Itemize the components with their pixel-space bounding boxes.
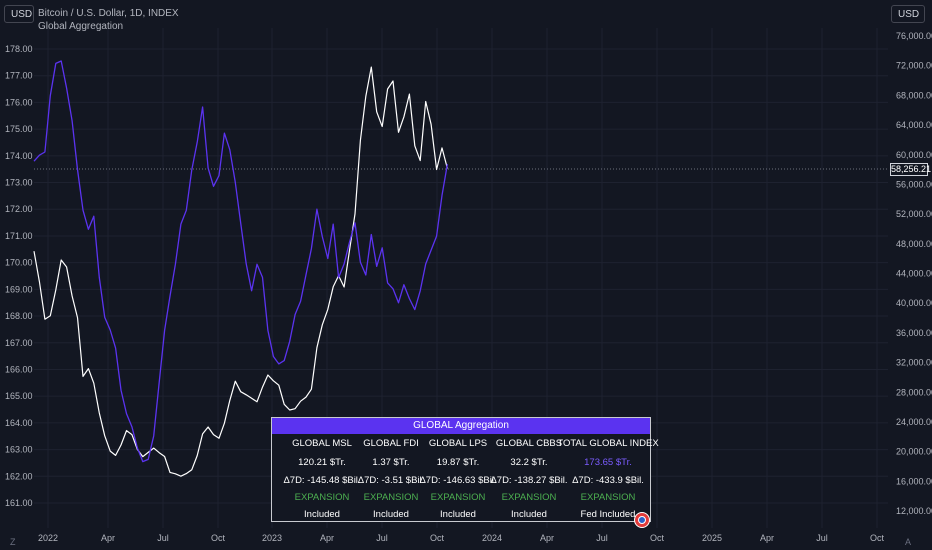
left-tick-label: 164.00 [5, 418, 33, 428]
index-series-line [33, 60, 449, 463]
table-cell-delta: Δ7D: -138.27 $Bil. [490, 475, 568, 486]
x-tick-label: Oct [870, 533, 885, 543]
x-tick-label: 2022 [38, 533, 58, 543]
table-cell-delta: Δ7D: -3.51 $Bil. [357, 475, 425, 486]
right-tick-label: 44,000.00 [896, 269, 932, 279]
btc-series-line [33, 66, 448, 477]
table-cell-state: EXPANSION [294, 492, 350, 503]
table-cell-state: EXPANSION [501, 492, 557, 503]
right-tick-label: 56,000.00 [896, 179, 932, 189]
table-cell-state: EXPANSION [580, 492, 636, 503]
x-tick-label: Oct [211, 533, 226, 543]
x-tick-label: Jul [816, 533, 828, 543]
chart-title: Bitcoin / U.S. Dollar, 1D, INDEX [38, 8, 179, 19]
x-tick-label: 2025 [702, 533, 722, 543]
table-cell-name: GLOBAL FDI [363, 438, 419, 449]
right-tick-label: 60,000.00 [896, 150, 932, 160]
x-tick-label: Oct [650, 533, 665, 543]
corner-right-label[interactable]: A [905, 537, 912, 547]
table-cell-value: 1.37 $Tr. [372, 457, 410, 468]
table-cell-status: Included [511, 509, 547, 520]
left-tick-label: 175.00 [5, 124, 33, 134]
left-tick-label: 165.00 [5, 391, 33, 401]
table-cell-delta: Δ7D: -146.63 $Bil. [419, 475, 497, 486]
right-tick-label: 72,000.00 [896, 61, 932, 71]
table-cell-status: Included [440, 509, 476, 520]
left-tick-label: 166.00 [5, 364, 33, 374]
right-tick-label: 64,000.00 [896, 120, 932, 130]
left-tick-label: 162.00 [5, 471, 33, 481]
table-cell-value: 32.2 $Tr. [510, 457, 548, 468]
left-tick-label: 176.00 [5, 97, 33, 107]
right-tick-label: 48,000.00 [896, 239, 932, 249]
left-tick-label: 177.00 [5, 71, 33, 81]
left-tick-label: 171.00 [5, 231, 33, 241]
right-tick-label: 32,000.00 [896, 358, 932, 368]
current-price-tag: 58,256.21 [890, 163, 932, 176]
table-cell-state: EXPANSION [363, 492, 419, 503]
table-cell-value: 173.65 $Tr. [584, 457, 632, 468]
right-tick-label: 36,000.00 [896, 328, 932, 338]
right-tick-label: 68,000.00 [896, 90, 932, 100]
currency-button-left[interactable]: USD [4, 5, 34, 23]
x-tick-label: Apr [101, 533, 115, 543]
right-axis: 76,000.00 72,000.00 68,000.00 64,000.00 60,0… [896, 31, 932, 516]
right-tick-label: 76,000.00 [896, 31, 932, 41]
x-axis: 2022 Apr Jul Oct 2023 Apr Jul Oct 2024 Apr Jul Oct 2… [38, 533, 885, 543]
x-tick-label: Jul [376, 533, 388, 543]
x-tick-label: Apr [540, 533, 554, 543]
series-layer [33, 60, 449, 478]
table-cell-status: Fed Included [580, 509, 636, 520]
left-tick-label: 161.00 [5, 498, 33, 508]
corner-left-label[interactable]: Z [10, 537, 16, 547]
left-tick-label: 167.00 [5, 338, 33, 348]
indicator-name: Global Aggregation [38, 21, 124, 32]
table-cell-value: 120.21 $Tr. [298, 457, 346, 468]
left-tick-label: 169.00 [5, 284, 33, 294]
left-tick-label: 170.00 [5, 258, 33, 268]
table-header: GLOBAL Aggregation [272, 418, 650, 434]
left-tick-label: 173.00 [5, 178, 33, 188]
table-cell-delta: Δ7D: -433.9 $Bil. [572, 475, 644, 486]
right-tick-label: 20,000.00 [896, 447, 932, 457]
right-tick-label: 24,000.00 [896, 417, 932, 427]
table-cell-status: Included [373, 509, 409, 520]
x-tick-label: Apr [320, 533, 334, 543]
left-tick-label: 178.00 [5, 44, 33, 54]
right-tick-label: 12,000.00 [896, 506, 932, 516]
right-tick-label: 28,000.00 [896, 387, 932, 397]
table-cell-state: EXPANSION [430, 492, 486, 503]
left-tick-label: 174.00 [5, 151, 33, 161]
x-tick-label: Jul [596, 533, 608, 543]
left-axis: 178.00 177.00 176.00 175.00 174.00 173.00 172.… [5, 44, 33, 508]
table-cell-name: GLOBAL LPS [428, 438, 488, 449]
x-tick-label: 2023 [262, 533, 282, 543]
right-tick-label: 52,000.00 [896, 209, 932, 219]
aggregation-table: GLOBAL Aggregation GLOBAL MSL 120.21 $Tr.… [271, 417, 659, 522]
x-tick-label: 2024 [482, 533, 502, 543]
right-tick-label: 16,000.00 [896, 476, 932, 486]
left-tick-label: 168.00 [5, 311, 33, 321]
left-tick-label: 163.00 [5, 445, 33, 455]
x-tick-label: Apr [760, 533, 774, 543]
table-cell-delta: Δ7D: -145.48 $Bil. [283, 475, 361, 486]
x-tick-label: Jul [157, 533, 169, 543]
table-cell-name: GLOBAL CBBS [495, 438, 563, 449]
right-tick-label: 40,000.00 [896, 298, 932, 308]
x-tick-label: Oct [430, 533, 445, 543]
globe-logo-icon [634, 512, 650, 528]
table-cell-name: TOTAL GLOBAL INDEX [557, 438, 659, 449]
table-cell-name: GLOBAL MSL [292, 438, 352, 449]
table-cell-status: Included [304, 509, 340, 520]
table-cell-value: 19.87 $Tr. [436, 457, 480, 468]
currency-button-right[interactable]: USD [891, 5, 925, 23]
left-tick-label: 172.00 [5, 204, 33, 214]
